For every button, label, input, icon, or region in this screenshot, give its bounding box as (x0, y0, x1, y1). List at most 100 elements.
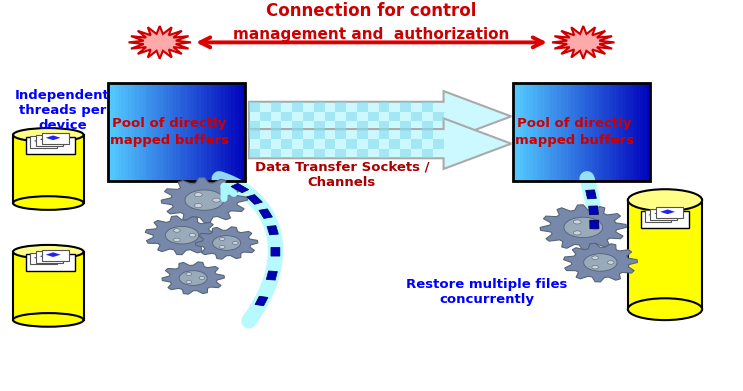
Bar (657, 207, 683, 219)
Circle shape (574, 231, 581, 235)
Bar (30, 136, 56, 147)
Bar (400, 102, 411, 111)
Bar (231, 183, 249, 193)
Bar (249, 129, 260, 139)
Polygon shape (249, 118, 511, 169)
Bar (314, 121, 325, 131)
Bar (177, 83, 181, 181)
Bar (129, 83, 132, 181)
Bar (108, 83, 245, 181)
Bar (13, 135, 83, 203)
Bar (585, 83, 589, 181)
Bar (292, 102, 303, 111)
Circle shape (179, 271, 207, 285)
Bar (389, 139, 400, 149)
Bar (186, 83, 191, 181)
Bar (13, 252, 83, 320)
Bar (292, 149, 303, 158)
Text: management and  authorization: management and authorization (233, 27, 510, 42)
Bar (27, 254, 74, 271)
Bar (526, 83, 531, 181)
Bar (30, 253, 56, 264)
Bar (125, 83, 129, 181)
Bar (335, 121, 346, 131)
Polygon shape (552, 26, 614, 59)
Bar (42, 133, 68, 144)
Bar (135, 83, 140, 181)
Bar (204, 83, 208, 181)
Circle shape (212, 198, 220, 202)
Text: Independent
threads per
device: Independent threads per device (15, 89, 110, 132)
Bar (232, 83, 236, 181)
Bar (27, 137, 74, 154)
Bar (411, 111, 422, 121)
Text: Pool of directly
mapped buffers: Pool of directly mapped buffers (110, 117, 229, 147)
Bar (540, 83, 545, 181)
Bar (513, 83, 517, 181)
Bar (325, 139, 335, 149)
Bar (266, 271, 277, 280)
Text: Pool of directly
mapped buffers: Pool of directly mapped buffers (515, 117, 634, 147)
Text: Connection for control: Connection for control (266, 2, 477, 20)
Bar (513, 83, 650, 181)
Circle shape (199, 276, 205, 280)
Circle shape (219, 238, 225, 240)
Circle shape (173, 238, 181, 242)
Bar (422, 102, 432, 111)
Polygon shape (162, 262, 224, 294)
Bar (357, 121, 368, 131)
Bar (346, 139, 357, 149)
Circle shape (195, 204, 202, 208)
Bar (599, 83, 603, 181)
Circle shape (195, 193, 202, 197)
Bar (235, 83, 239, 181)
Bar (432, 139, 444, 149)
Bar (346, 111, 357, 121)
Bar (36, 251, 62, 263)
Circle shape (186, 280, 192, 283)
Bar (149, 83, 153, 181)
Bar (142, 83, 146, 181)
Bar (588, 83, 592, 181)
Circle shape (591, 225, 599, 230)
Bar (561, 83, 565, 181)
Bar (152, 83, 157, 181)
Bar (422, 149, 432, 158)
Bar (197, 83, 201, 181)
Bar (314, 149, 325, 158)
Polygon shape (540, 205, 626, 250)
Bar (619, 83, 623, 181)
Bar (139, 83, 143, 181)
Bar (629, 83, 634, 181)
Circle shape (564, 217, 603, 238)
Polygon shape (34, 255, 49, 260)
Circle shape (574, 220, 581, 224)
Bar (628, 200, 702, 309)
Bar (582, 83, 585, 181)
Bar (335, 149, 346, 158)
Bar (211, 83, 215, 181)
Circle shape (219, 246, 225, 248)
Bar (303, 111, 314, 121)
Bar (163, 83, 167, 181)
Bar (574, 83, 579, 181)
Bar (194, 83, 198, 181)
Circle shape (165, 226, 199, 244)
Polygon shape (46, 252, 61, 257)
Bar (616, 83, 620, 181)
Bar (270, 121, 282, 131)
Bar (595, 83, 600, 181)
Bar (111, 83, 115, 181)
Bar (249, 121, 260, 131)
Polygon shape (40, 254, 55, 258)
Bar (602, 83, 606, 181)
Bar (554, 83, 558, 181)
Bar (585, 190, 597, 199)
Bar (640, 83, 644, 181)
Text: Data Transfer Sockets /
Channels: Data Transfer Sockets / Channels (255, 161, 429, 189)
Bar (159, 83, 163, 181)
Bar (259, 209, 273, 219)
Bar (530, 83, 534, 181)
Polygon shape (129, 26, 191, 59)
Bar (400, 149, 411, 158)
